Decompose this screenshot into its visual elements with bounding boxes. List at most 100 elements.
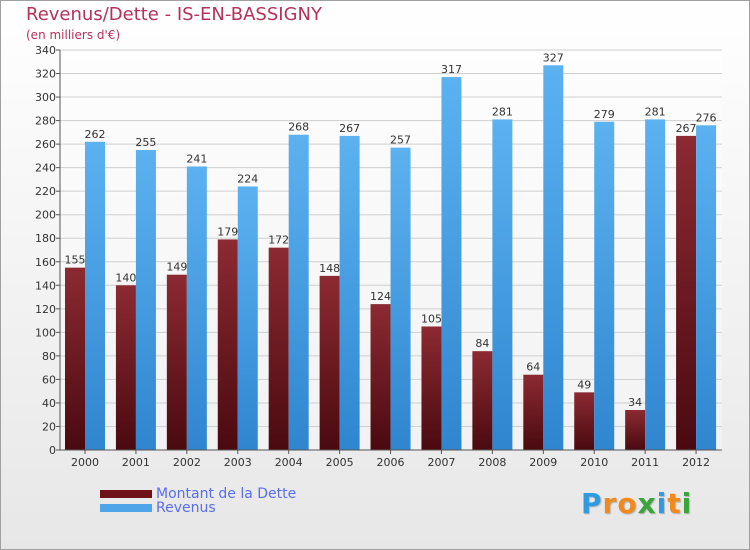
logo-letter: P: [581, 487, 603, 520]
bar-debt: [472, 351, 493, 450]
y-tick-label: 220: [35, 185, 56, 198]
bar-revenus: [339, 135, 360, 450]
y-tick-label: 340: [35, 44, 56, 57]
legend-swatch-debt: [100, 490, 152, 498]
bars: 155 262 140 255 149 241 179 224 172 268 148 267 124 2…: [65, 51, 717, 451]
bar-revenus: [543, 65, 564, 450]
logo-letter: i: [681, 487, 693, 520]
y-tick-label: 60: [42, 373, 56, 386]
data-label-debt: 267: [676, 122, 697, 135]
x-tick-label: 2011: [631, 456, 659, 469]
legend-item-debt: Montant de la Dette: [100, 486, 296, 502]
y-tick-label: 40: [42, 397, 56, 410]
bar-revenus: [186, 166, 207, 450]
logo-letter: t: [667, 487, 682, 520]
data-label-revenus: 224: [237, 172, 258, 185]
data-label-debt: 124: [370, 290, 391, 303]
y-tick-label: 80: [42, 350, 56, 363]
bar-debt: [370, 304, 391, 450]
data-label-revenus: 276: [696, 111, 717, 124]
data-label-revenus: 262: [85, 128, 106, 141]
data-label-debt: 105: [421, 312, 442, 325]
bar-revenus: [696, 125, 717, 450]
y-tick-label: 180: [35, 232, 56, 245]
x-tick-label: 2010: [580, 456, 608, 469]
bar-debt: [421, 326, 442, 450]
bar-debt: [574, 392, 595, 450]
y-tick-label: 300: [35, 91, 56, 104]
data-label-revenus: 257: [390, 134, 411, 147]
y-tick-label: 120: [35, 303, 56, 316]
data-label-revenus: 267: [339, 122, 360, 135]
bar-revenus: [135, 150, 156, 450]
x-tick-label: 2009: [529, 456, 557, 469]
legend-item-revenus: Revenus: [100, 500, 216, 516]
bar-revenus: [288, 134, 309, 451]
logo-letter: x: [637, 487, 657, 520]
bar-debt: [166, 274, 187, 450]
chart-subtitle: (en milliers d'€): [26, 28, 121, 42]
x-tick-label: 2008: [478, 456, 506, 469]
y-tick-label: 240: [35, 162, 56, 175]
bar-debt: [676, 135, 697, 450]
data-label-revenus: 281: [492, 105, 513, 118]
x-tick-label: 2004: [275, 456, 303, 469]
data-label-debt: 84: [475, 337, 489, 350]
y-tick-label: 100: [35, 326, 56, 339]
bar-debt: [319, 275, 340, 450]
bar-debt: [523, 374, 544, 450]
x-tick-label: 2007: [427, 456, 455, 469]
data-label-debt: 140: [115, 271, 136, 284]
bar-revenus: [492, 119, 513, 450]
bar-debt: [625, 410, 646, 450]
y-tick-label: 0: [49, 444, 56, 457]
data-label-revenus: 268: [288, 121, 309, 134]
data-label-debt: 149: [166, 261, 187, 274]
y-tick-label: 320: [35, 68, 56, 81]
bar-revenus: [390, 147, 411, 450]
x-tick-label: 2001: [122, 456, 150, 469]
x-tick-label: 2005: [326, 456, 354, 469]
legend-label-revenus: Revenus: [156, 500, 216, 516]
bar-debt: [268, 247, 289, 450]
x-tick-label: 2003: [224, 456, 252, 469]
bar-debt: [115, 285, 136, 450]
x-tick-label: 2012: [682, 456, 710, 469]
data-label-debt: 172: [268, 234, 289, 247]
data-label-debt: 179: [217, 225, 238, 238]
data-label-debt: 155: [65, 254, 86, 267]
y-tick-label: 280: [35, 115, 56, 128]
logo-letter: o: [617, 487, 638, 520]
data-label-revenus: 281: [645, 105, 666, 118]
x-tick-label: 2002: [173, 456, 201, 469]
axes: 0 20 40 60 80 100 120 140 160 180 200 220 240 260 280 3…: [35, 44, 722, 469]
data-label-revenus: 317: [441, 63, 462, 76]
logo-letter: i: [656, 487, 668, 520]
x-tick-label: 2000: [71, 456, 99, 469]
data-label-revenus: 255: [135, 136, 156, 149]
data-label-debt: 49: [577, 378, 591, 391]
bar-revenus: [645, 119, 666, 450]
data-label-debt: 64: [526, 361, 540, 374]
data-label-revenus: 327: [543, 51, 564, 64]
legend-swatch-revenus: [100, 504, 152, 512]
y-tick-label: 200: [35, 209, 56, 222]
data-label-revenus: 241: [186, 152, 207, 165]
data-label-debt: 148: [319, 262, 340, 275]
legend-label-debt: Montant de la Dette: [156, 486, 297, 502]
bar-revenus: [237, 186, 258, 450]
y-tick-label: 20: [42, 420, 56, 433]
bar-revenus: [85, 141, 105, 450]
bar-revenus: [441, 77, 462, 450]
bar-debt: [217, 239, 238, 450]
y-tick-label: 140: [35, 279, 56, 292]
bar-debt: [65, 267, 85, 450]
bar-revenus: [594, 121, 615, 450]
x-tick-label: 2006: [377, 456, 405, 469]
data-label-revenus: 279: [594, 108, 615, 121]
logo-letter: r: [602, 487, 618, 520]
y-tick-label: 260: [35, 138, 56, 151]
chart-title: Revenus/Dette - IS-EN-BASSIGNY: [26, 4, 322, 25]
